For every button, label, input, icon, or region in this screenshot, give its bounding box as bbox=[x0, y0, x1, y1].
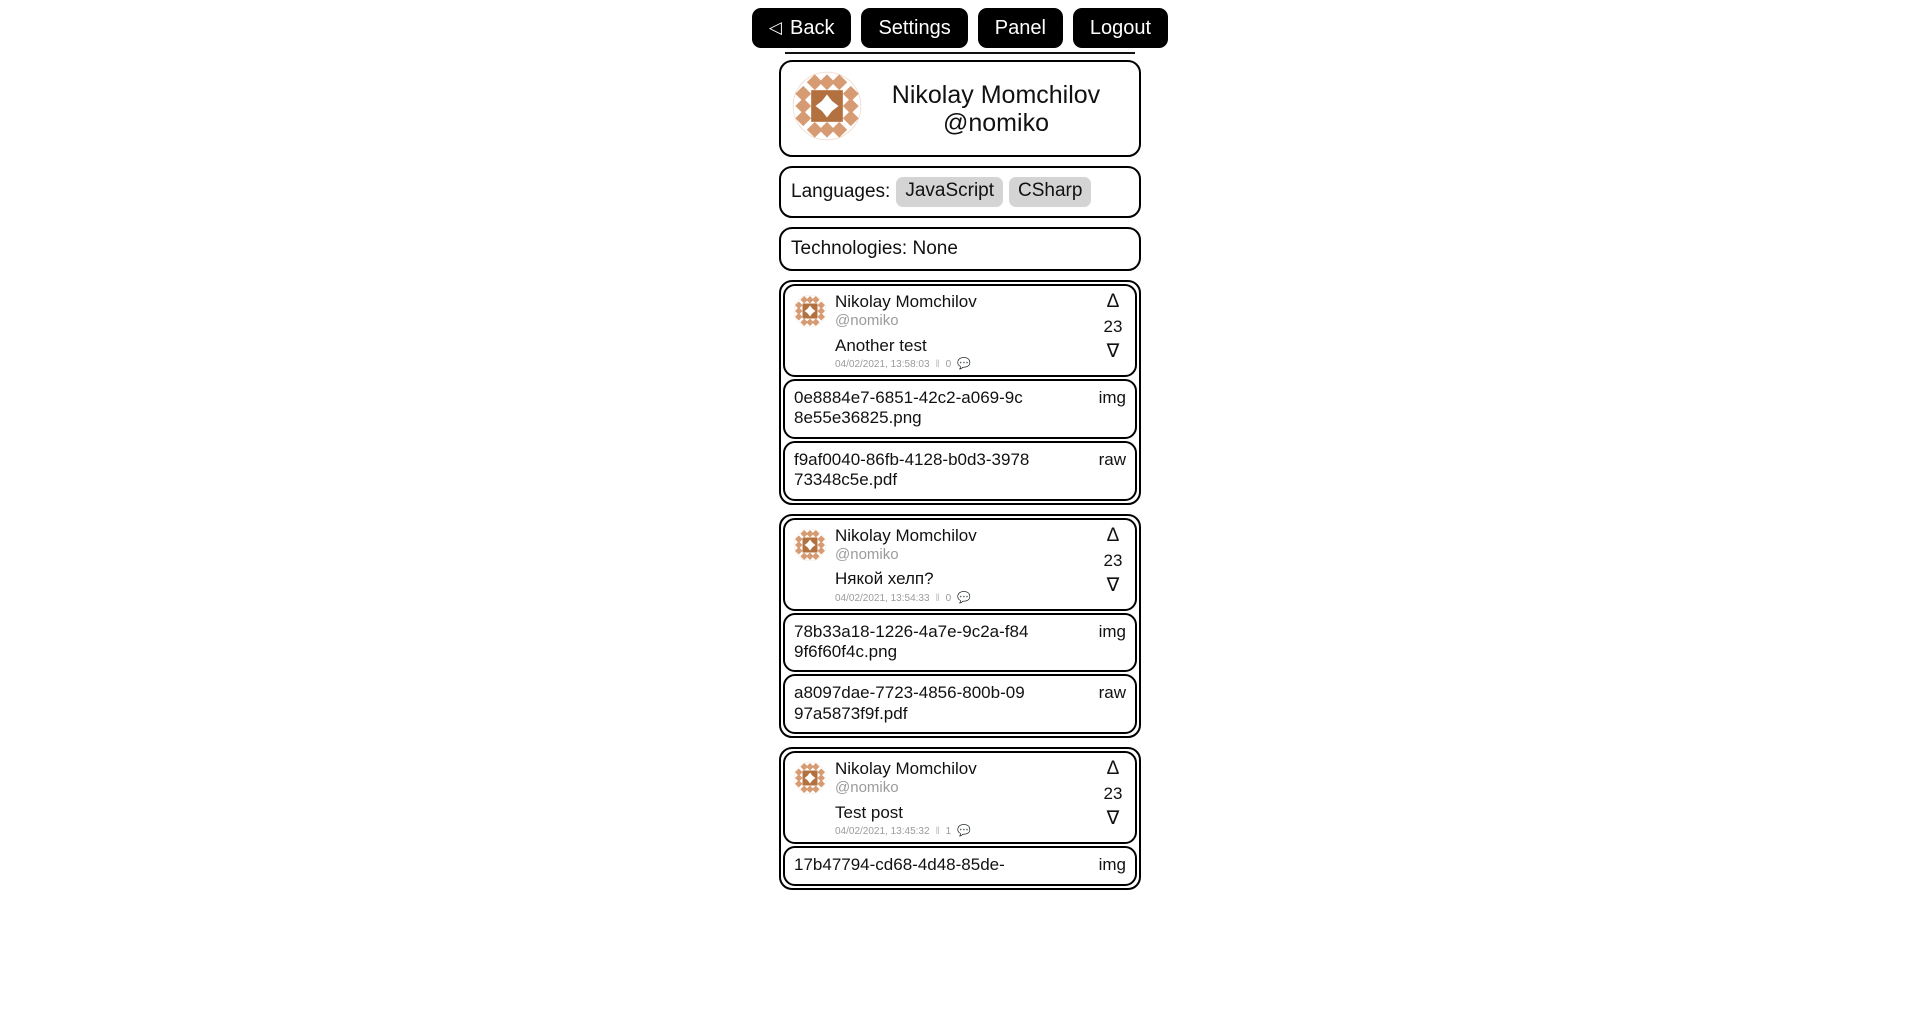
nav-button-label: Logout bbox=[1089, 17, 1152, 39]
post-meta: 04/02/2021, 13:45:32 ‖ 1 💬 bbox=[835, 825, 1127, 838]
technologies-card: Technologies: None bbox=[779, 226, 1141, 271]
vote-score: 23 bbox=[1103, 550, 1123, 570]
vote-control: Δ 23 ∇ bbox=[1100, 526, 1126, 595]
nav-button-panel[interactable]: Panel bbox=[977, 8, 1063, 48]
post-author[interactable]: Nikolay Momchilov bbox=[835, 525, 977, 545]
nav-button-label: Panel bbox=[994, 17, 1046, 39]
vote-control: Δ 23 ∇ bbox=[1100, 292, 1126, 361]
language-tag-list: JavaScript CSharp bbox=[896, 177, 1092, 207]
meta-separator: ‖ bbox=[935, 592, 940, 604]
nav-button-label: Settings bbox=[878, 17, 951, 39]
comment-count: 0 bbox=[945, 592, 952, 604]
meta-separator: ‖ bbox=[935, 358, 940, 370]
language-tag[interactable]: CSharp bbox=[1009, 177, 1092, 207]
attachment-row[interactable]: f9af0040-86fb-4128-b0d3-397873348c5e.pdf… bbox=[783, 440, 1137, 501]
attachment-filename: a8097dae-7723-4856-800b-0997a5873f9f.pdf bbox=[794, 683, 1025, 723]
profile-card: Nikolay Momchilov @nomiko bbox=[779, 60, 1141, 157]
downvote-icon[interactable]: ∇ bbox=[1106, 340, 1120, 362]
post-timestamp: 04/02/2021, 13:54:33 bbox=[835, 592, 930, 604]
comment-icon: 💬 bbox=[957, 825, 971, 838]
nav-button-back[interactable]: ◁ Back bbox=[751, 8, 852, 48]
post-body: Nikolay Momchilov @nomiko Test post 04/02/2… bbox=[835, 759, 1127, 837]
languages-label: Languages: bbox=[791, 180, 891, 202]
profile-name-block: Nikolay Momchilov @nomiko bbox=[863, 81, 1129, 137]
post-title[interactable]: Another test bbox=[835, 335, 927, 355]
attachment-filename: 0e8884e7-6851-42c2-a069-9c8e55e36825.png bbox=[794, 387, 1023, 428]
post-meta: 04/02/2021, 13:58:03 ‖ 0 💬 bbox=[835, 357, 1127, 370]
post-header[interactable]: Nikolay Momchilov @nomiko Another test 04/0… bbox=[783, 283, 1137, 377]
attachment-kind[interactable]: raw bbox=[1098, 683, 1126, 703]
identicon-avatar bbox=[793, 528, 827, 604]
attachment-kind[interactable]: img bbox=[1098, 621, 1126, 641]
identicon-avatar bbox=[793, 294, 827, 370]
profile-display-name: Nikolay Momchilov bbox=[891, 80, 1101, 109]
attachment-row[interactable]: 78b33a18-1226-4a7e-9c2a-f849f6f60f4c.png… bbox=[783, 612, 1137, 673]
post-header[interactable]: Nikolay Momchilov @nomiko Test post 04/02/2… bbox=[783, 751, 1137, 845]
attachment-kind[interactable]: raw bbox=[1098, 449, 1126, 469]
profile-handle: @nomiko bbox=[943, 108, 1049, 137]
post-body: Nikolay Momchilov @nomiko Another test 04/0… bbox=[835, 292, 1127, 370]
post-card[interactable]: Nikolay Momchilov @nomiko Някой хелп? 04/02… bbox=[779, 513, 1141, 739]
post-timestamp: 04/02/2021, 13:58:03 bbox=[835, 358, 930, 370]
post-author[interactable]: Nikolay Momchilov bbox=[835, 291, 977, 311]
upvote-icon[interactable]: Δ bbox=[1106, 524, 1120, 546]
vote-score: 23 bbox=[1103, 316, 1123, 336]
nav-button-label: Back bbox=[790, 17, 835, 39]
attachment-filename: 17b47794-cd68-4d48-85de- bbox=[794, 855, 1005, 875]
attachment-kind[interactable]: img bbox=[1098, 855, 1126, 875]
post-handle[interactable]: @nomiko bbox=[835, 779, 899, 797]
comment-icon: 💬 bbox=[957, 591, 971, 604]
post-body: Nikolay Momchilov @nomiko Някой хелп? 04/02… bbox=[835, 526, 1127, 604]
technologies-text: Technologies: None bbox=[791, 237, 958, 259]
upvote-icon[interactable]: Δ bbox=[1106, 758, 1120, 780]
content-column: Nikolay Momchilov @nomiko Languages: Jav… bbox=[779, 52, 1141, 899]
nav-button-settings[interactable]: Settings bbox=[861, 8, 968, 48]
vote-control: Δ 23 ∇ bbox=[1100, 759, 1126, 828]
post-meta: 04/02/2021, 13:54:33 ‖ 0 💬 bbox=[835, 591, 1127, 604]
triangle-left-icon: ◁ bbox=[768, 17, 782, 37]
nav-divider bbox=[785, 52, 1135, 54]
upvote-icon[interactable]: Δ bbox=[1106, 290, 1120, 312]
meta-separator: ‖ bbox=[935, 826, 940, 838]
attachment-filename: f9af0040-86fb-4128-b0d3-397873348c5e.pdf bbox=[794, 449, 1030, 490]
post-handle[interactable]: @nomiko bbox=[835, 311, 899, 329]
attachment-kind[interactable]: img bbox=[1098, 387, 1126, 407]
identicon-avatar bbox=[793, 761, 827, 837]
comment-count: 1 bbox=[945, 826, 952, 838]
vote-score: 23 bbox=[1103, 784, 1123, 804]
post-title[interactable]: Test post bbox=[835, 802, 904, 822]
post-card[interactable]: Nikolay Momchilov @nomiko Test post 04/02/2… bbox=[779, 747, 1141, 890]
attachment-filename: 78b33a18-1226-4a7e-9c2a-f849f6f60f4c.png bbox=[794, 621, 1029, 662]
post-header[interactable]: Nikolay Momchilov @nomiko Някой хелп? 04/02… bbox=[783, 517, 1137, 611]
attachment-row[interactable]: a8097dae-7723-4856-800b-0997a5873f9f.pdf… bbox=[783, 674, 1137, 735]
downvote-icon[interactable]: ∇ bbox=[1106, 808, 1120, 830]
post-card[interactable]: Nikolay Momchilov @nomiko Another test 04/0… bbox=[779, 279, 1141, 505]
post-author[interactable]: Nikolay Momchilov bbox=[835, 759, 977, 779]
attachment-row[interactable]: 17b47794-cd68-4d48-85de-img bbox=[783, 846, 1137, 886]
comment-count: 0 bbox=[945, 358, 952, 370]
post-title[interactable]: Някой хелп? bbox=[835, 569, 934, 589]
languages-card: Languages: JavaScript CSharp bbox=[779, 166, 1141, 218]
downvote-icon[interactable]: ∇ bbox=[1106, 574, 1120, 596]
comment-icon: 💬 bbox=[957, 357, 971, 370]
language-tag[interactable]: JavaScript bbox=[896, 177, 1004, 207]
nav-button-logout[interactable]: Logout bbox=[1072, 8, 1169, 48]
identicon-avatar bbox=[791, 70, 863, 147]
post-timestamp: 04/02/2021, 13:45:32 bbox=[835, 826, 930, 838]
post-handle[interactable]: @nomiko bbox=[835, 545, 899, 563]
top-nav: ◁ Back Settings Panel Logout bbox=[0, 8, 1920, 48]
attachment-row[interactable]: 0e8884e7-6851-42c2-a069-9c8e55e36825.png… bbox=[783, 378, 1137, 439]
post-list: Nikolay Momchilov @nomiko Another test 04/0… bbox=[779, 279, 1141, 890]
